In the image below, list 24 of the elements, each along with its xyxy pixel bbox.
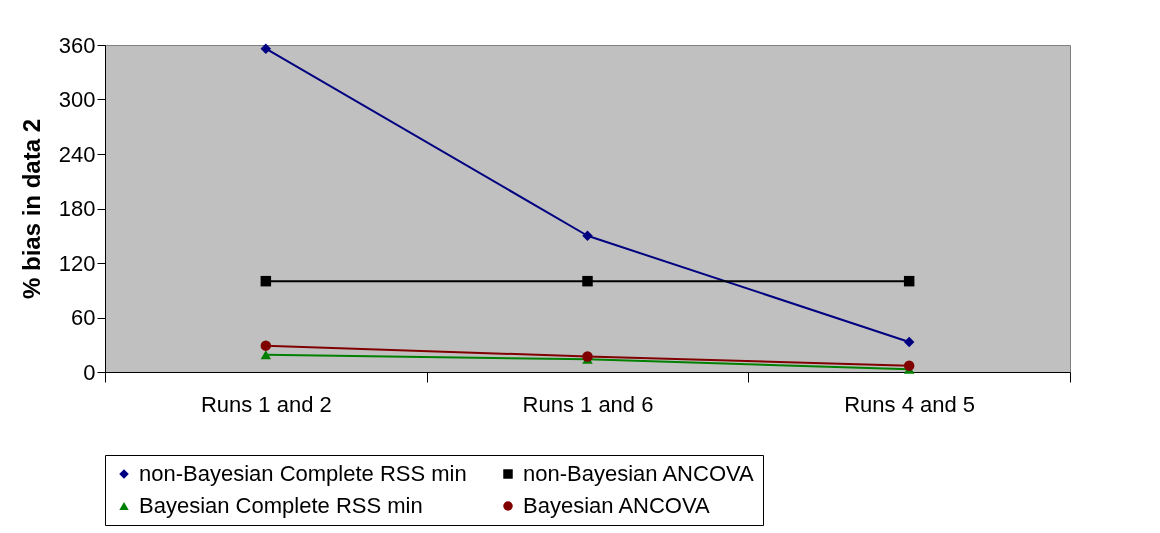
legend-label: Bayesian ANCOVA [523, 493, 710, 518]
y-tick-label: 120 [58, 250, 96, 276]
point [582, 230, 593, 241]
point [903, 360, 915, 371]
y-tick-label: 0 [83, 359, 96, 385]
point [260, 340, 272, 351]
x-tick-label: Runs 4 and 5 [844, 391, 976, 417]
point [903, 275, 915, 287]
x-tick-label: Runs 1 and 2 [200, 391, 332, 417]
point [260, 275, 272, 287]
legend-label: non-Bayesian Complete RSS min [139, 461, 467, 486]
y-axis-title: % bias in data 2 [17, 118, 45, 300]
y-tick-label: 360 [58, 32, 96, 58]
y-tick-label: 60 [71, 305, 96, 330]
x-tick-label: Runs 1 and 6 [522, 391, 654, 417]
point [582, 275, 593, 287]
y-tick-label: 240 [58, 141, 96, 167]
y-tick-label: 180 [58, 196, 96, 221]
point [903, 336, 915, 348]
point [260, 350, 272, 360]
legend-label: non-Bayesian ANCOVA [523, 461, 755, 486]
y-tick-label: 300 [58, 87, 96, 112]
legend-label: Bayesian Complete RSS min [139, 493, 423, 518]
point [260, 43, 272, 54]
